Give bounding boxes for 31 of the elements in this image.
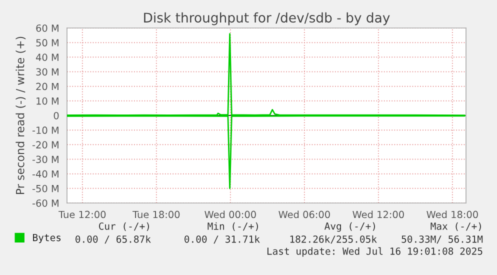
chart-title: Disk throughput for /dev/sdb - by day xyxy=(144,12,390,26)
y-tick-label: 60 M xyxy=(36,24,58,32)
y-tick-label: -40 M xyxy=(32,170,58,178)
y-tick-label: 10 M xyxy=(36,97,58,105)
y-tick-label: -50 M xyxy=(32,184,58,192)
y-tick-label: 30 M xyxy=(36,68,58,76)
x-tick-label: Wed 12:00 xyxy=(352,210,404,218)
y-tick-label: 0 xyxy=(54,112,59,120)
y-tick-label: -20 M xyxy=(32,141,58,148)
x-tick-label: Wed 18:00 xyxy=(426,210,478,218)
y-tick-label: 50 M xyxy=(36,39,58,46)
text: 182.26k/255.05k xyxy=(290,235,377,244)
y-tick-label: -30 M xyxy=(32,156,58,164)
x-tick-label: Wed 06:00 xyxy=(278,210,330,218)
x-tick-label: Tue 18:00 xyxy=(132,210,180,218)
y-tick-label: 20 M xyxy=(36,82,58,90)
y-tick-label: -10 M xyxy=(32,126,58,134)
y-tick-label: -60 M xyxy=(32,199,58,207)
text: 0.00 / 31.71k xyxy=(184,235,260,244)
text: Max (-/+) xyxy=(430,222,481,231)
legend-label: Bytes xyxy=(33,234,61,244)
text: Cur (-/+) xyxy=(98,222,149,231)
text: Min (-/+) xyxy=(208,222,258,231)
y-axis-title: Pr second read (-) / write (+) xyxy=(16,36,26,194)
text: 50.33M/ 56.31M xyxy=(402,235,483,244)
x-tick-label: Wed 00:00 xyxy=(204,210,256,218)
y-tick-label: 40 M xyxy=(36,54,58,61)
text: Avg (-/+) xyxy=(324,222,375,232)
text: Last update: Wed Jul 16 19:01:08 2025 xyxy=(267,247,482,257)
x-tick-label: Tue 12:00 xyxy=(58,210,106,218)
text: 0.00 / 65.87k xyxy=(76,235,151,244)
